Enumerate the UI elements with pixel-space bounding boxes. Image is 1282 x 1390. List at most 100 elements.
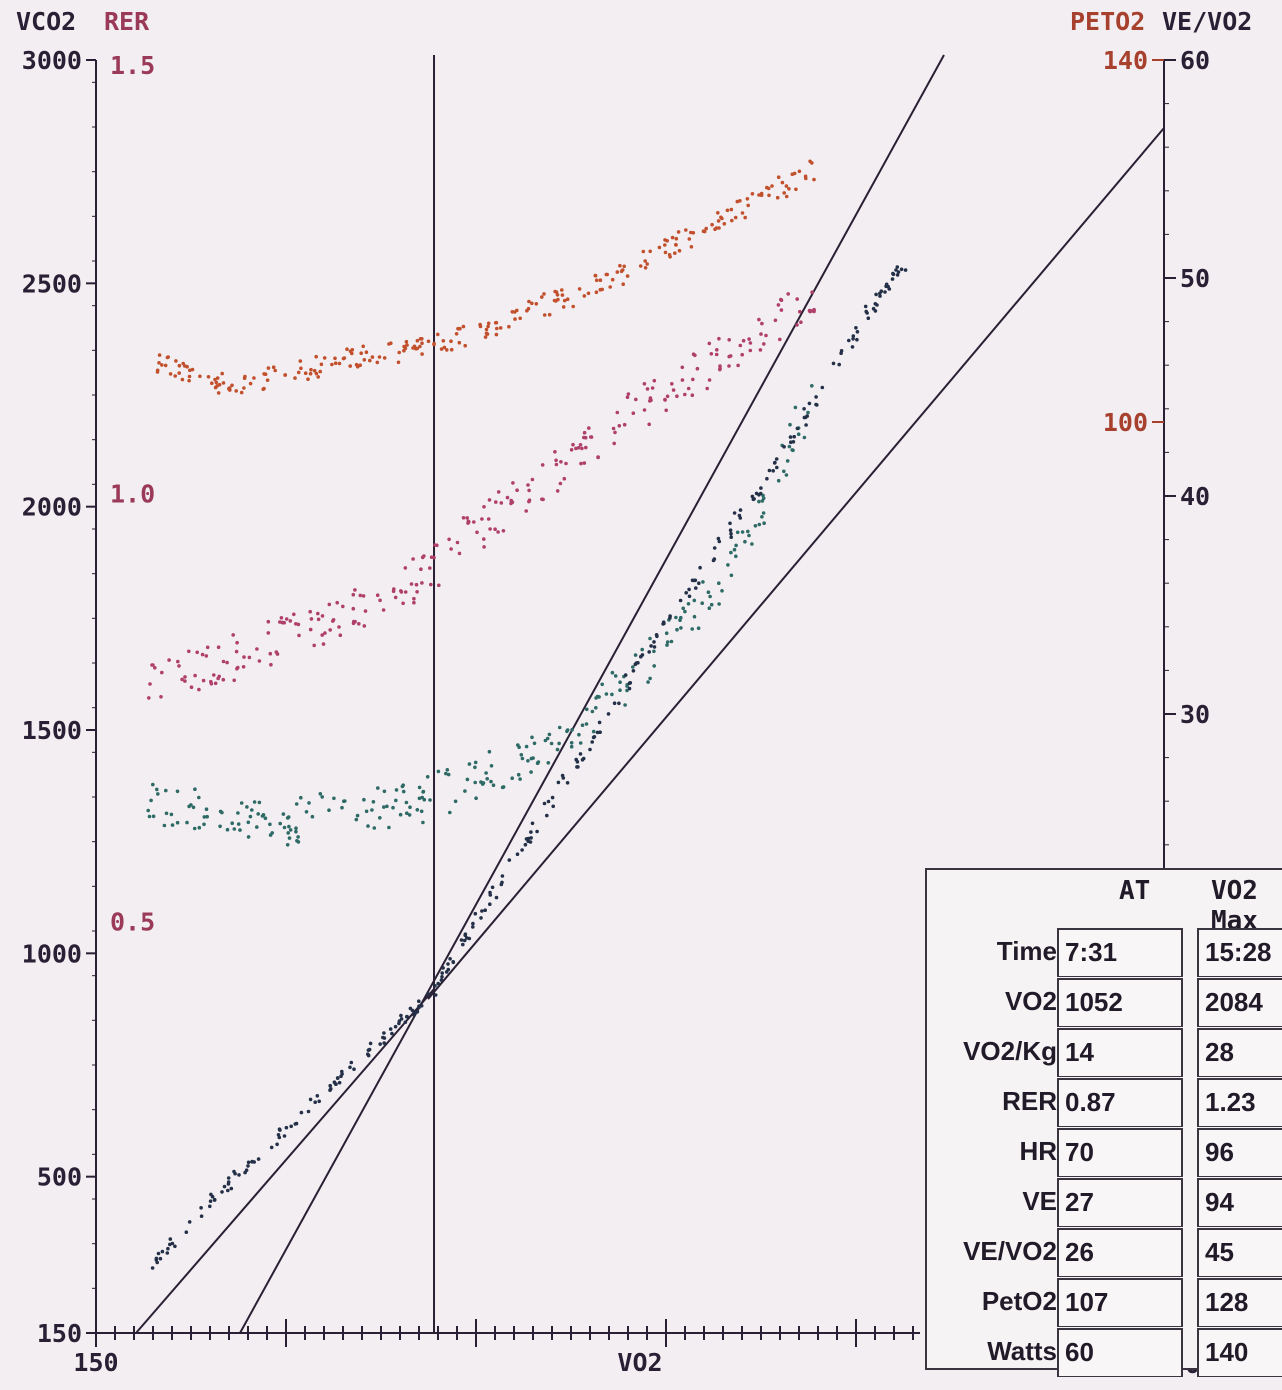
data-point — [446, 967, 451, 972]
data-point — [463, 343, 468, 348]
results-row-label: Time — [996, 936, 1057, 966]
data-point — [238, 828, 242, 832]
data-point — [580, 723, 585, 727]
at-value: 14 — [1065, 1037, 1094, 1067]
data-point — [482, 537, 486, 541]
vo2max-value: 2084 — [1205, 987, 1263, 1017]
data-point — [294, 829, 298, 834]
data-point — [793, 405, 798, 410]
data-point — [256, 1157, 261, 1161]
data-point — [555, 293, 560, 297]
series-peto2 — [155, 159, 816, 395]
data-point — [317, 1099, 322, 1104]
data-point — [701, 580, 705, 584]
data-point — [556, 780, 561, 785]
vo2max-value: 45 — [1205, 1237, 1234, 1267]
data-point — [729, 573, 734, 578]
ve-vo2-tick-label: 30 — [1180, 700, 1210, 729]
data-point — [591, 735, 596, 740]
data-point — [606, 712, 611, 716]
ve-vo2-tick-label: 60 — [1180, 46, 1210, 75]
data-point — [439, 978, 444, 982]
data-point — [760, 515, 764, 519]
data-point — [571, 442, 575, 447]
data-point — [896, 270, 901, 274]
data-point — [246, 1160, 251, 1165]
data-point — [560, 773, 565, 778]
data-point — [236, 665, 240, 670]
data-point — [359, 351, 364, 356]
data-point — [520, 756, 525, 761]
vco2-tick-label: 2500 — [22, 269, 82, 298]
data-point — [197, 687, 201, 692]
data-point — [254, 825, 259, 829]
data-point — [754, 491, 759, 496]
data-point — [546, 799, 551, 804]
data-point — [782, 191, 786, 195]
data-point — [890, 277, 895, 281]
data-point — [493, 527, 497, 531]
data-point — [275, 652, 280, 656]
data-point — [540, 497, 544, 502]
data-point — [743, 215, 747, 220]
vo2max-cell: 28 — [1197, 1028, 1282, 1077]
data-point — [471, 925, 475, 929]
data-point — [282, 1134, 287, 1138]
data-point — [509, 498, 513, 503]
data-point — [220, 371, 224, 376]
data-point — [417, 785, 422, 790]
data-point — [714, 226, 719, 230]
data-point — [160, 363, 164, 367]
data-point — [782, 469, 786, 474]
at-cell: 27 — [1057, 1178, 1183, 1227]
vco2-axis-label: VCO2 — [16, 7, 76, 36]
data-point — [707, 378, 712, 382]
data-point — [192, 826, 197, 831]
data-point — [780, 180, 785, 185]
data-point — [319, 362, 324, 367]
data-point — [804, 423, 808, 427]
data-point — [534, 302, 539, 306]
data-point — [173, 1244, 177, 1249]
data-point — [247, 655, 252, 660]
data-point — [217, 382, 222, 387]
data-point — [577, 732, 581, 737]
data-point — [779, 297, 783, 302]
data-point — [284, 617, 289, 621]
data-point — [417, 999, 421, 1003]
data-point — [332, 796, 336, 801]
data-point — [150, 663, 154, 667]
data-point — [664, 631, 669, 635]
data-point — [348, 1065, 352, 1070]
data-point — [684, 228, 688, 232]
data-point — [381, 608, 386, 612]
data-point — [719, 215, 723, 220]
data-point — [704, 226, 708, 231]
data-point — [433, 543, 437, 547]
data-point — [726, 563, 730, 567]
data-point — [518, 777, 522, 781]
data-point — [738, 516, 743, 520]
data-point — [554, 462, 559, 467]
data-point — [623, 703, 627, 707]
data-point — [865, 311, 869, 315]
data-point — [361, 344, 366, 349]
data-point — [696, 626, 701, 630]
data-point — [398, 812, 403, 817]
data-point — [748, 348, 753, 353]
data-point — [156, 1251, 161, 1256]
results-row-label: Watts — [987, 1336, 1057, 1366]
column-header-vo2max: VO2 Max — [1211, 876, 1258, 936]
data-point — [175, 789, 180, 794]
data-point — [663, 250, 668, 255]
data-point — [399, 589, 403, 593]
data-point — [678, 618, 682, 622]
data-point — [490, 885, 495, 890]
data-point — [795, 426, 800, 431]
data-point — [401, 783, 406, 787]
rer-tick-label: 1.5 — [110, 51, 155, 80]
data-point — [652, 649, 656, 654]
data-point — [617, 701, 621, 706]
data-point — [328, 628, 333, 632]
data-point — [279, 616, 284, 620]
